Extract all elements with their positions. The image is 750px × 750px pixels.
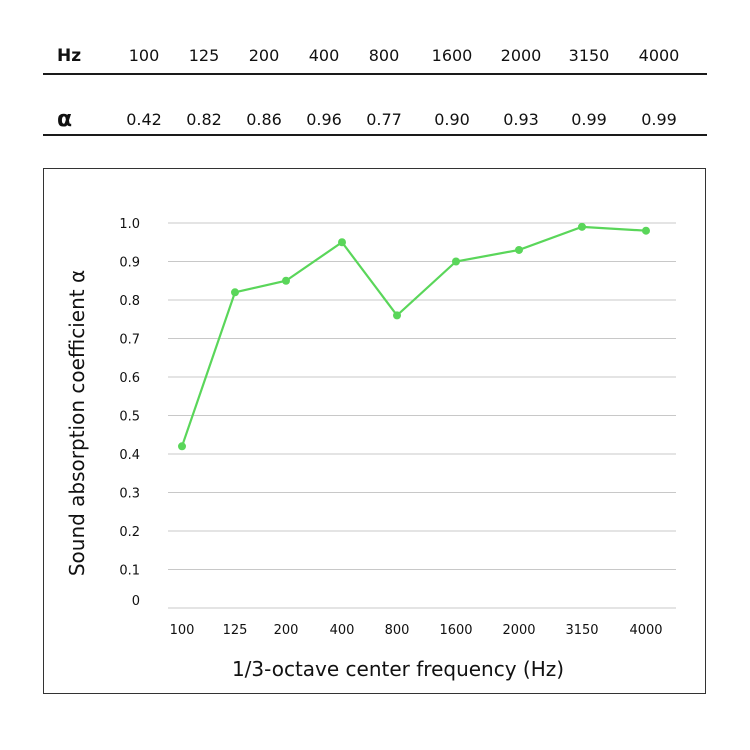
frequency-cell: 125: [188, 46, 220, 65]
alpha-cell: 0.90: [434, 110, 470, 129]
alpha-cell: 0.93: [503, 110, 539, 129]
grid: [168, 222, 676, 609]
y-tick-label: 0.1: [119, 564, 140, 579]
alpha-cell: 0.82: [186, 110, 222, 129]
data-point: [642, 226, 650, 235]
frequency-cell: 2000: [500, 46, 542, 65]
data-point: [338, 238, 346, 247]
y-tick-label: 0.5: [119, 410, 140, 425]
alpha-row: α 0.42 0.82 0.86 0.96 0.77 0.90 0.93 0.99 0.99: [43, 105, 707, 135]
frequency-row: Hz 100 125 200 400 800 1600 2000 3150 4000: [43, 41, 707, 71]
y-axis-label: Sound absorption coefficient α: [65, 270, 89, 576]
y-tick-label: 0.9: [119, 256, 140, 271]
series-line: [180, 225, 647, 447]
alpha-cell: 0.42: [126, 110, 162, 129]
frequency-cell: 200: [248, 46, 280, 65]
x-axis-ticks: 100 125 200 400 800 1600 2000 3150 4000: [170, 623, 663, 638]
y-tick-label: 0.7: [119, 333, 140, 348]
chart-frame: 0 0.1 0.2 0.3 0.4 0.5 0.6 0.7 0.8 0.9 1.0 100 125 20…: [43, 168, 706, 694]
frequency-cell: 4000: [638, 46, 680, 65]
series: [178, 222, 650, 451]
y-tick-label: 0.6: [119, 371, 140, 386]
alpha-header: α: [57, 107, 73, 132]
frequency-cell: 800: [368, 46, 400, 65]
table-rule-bottom: [43, 134, 707, 136]
x-tick-label: 2000: [502, 623, 535, 638]
frequency-cell: 100: [128, 46, 160, 65]
frequency-cell: 400: [308, 46, 340, 65]
y-tick-label: 0.3: [119, 487, 140, 502]
x-tick-label: 800: [385, 623, 410, 638]
y-tick-label: 0: [132, 594, 140, 609]
x-tick-label: 1600: [439, 623, 472, 638]
y-tick-label: 0.4: [119, 448, 140, 463]
x-tick-label: 3150: [565, 623, 598, 638]
y-tick-label: 0.8: [119, 294, 140, 309]
y-tick-label: 1.0: [119, 217, 140, 232]
alpha-cell: 0.96: [306, 110, 342, 129]
absorption-chart: 0 0.1 0.2 0.3 0.4 0.5 0.6 0.7 0.8 0.9 1.0 100 125 20…: [65, 217, 676, 681]
data-point: [178, 442, 186, 451]
x-tick-label: 100: [170, 623, 195, 638]
frequency-cell: 3150: [568, 46, 610, 65]
frequency-cell: 1600: [431, 46, 473, 65]
x-tick-label: 400: [330, 623, 355, 638]
y-tick-label: 0.2: [119, 525, 140, 540]
data-point: [393, 311, 401, 320]
data-point: [231, 288, 239, 297]
frequency-header: Hz: [57, 46, 82, 66]
alpha-cell: 0.99: [571, 110, 607, 129]
x-tick-label: 200: [274, 623, 299, 638]
alpha-cell: 0.77: [366, 110, 402, 129]
data-point: [578, 222, 586, 231]
data-point: [515, 245, 523, 254]
alpha-cell: 0.86: [246, 110, 282, 129]
y-axis-ticks: 0 0.1 0.2 0.3 0.4 0.5 0.6 0.7 0.8 0.9 1.0: [119, 217, 140, 609]
x-axis-label: 1/3-octave center frequency (Hz): [232, 657, 564, 681]
x-tick-label: 125: [223, 623, 248, 638]
x-tick-label: 4000: [629, 623, 662, 638]
table-rule-top: [43, 73, 707, 75]
alpha-cell: 0.99: [641, 110, 677, 129]
data-point: [452, 257, 460, 266]
data-point: [282, 276, 290, 285]
